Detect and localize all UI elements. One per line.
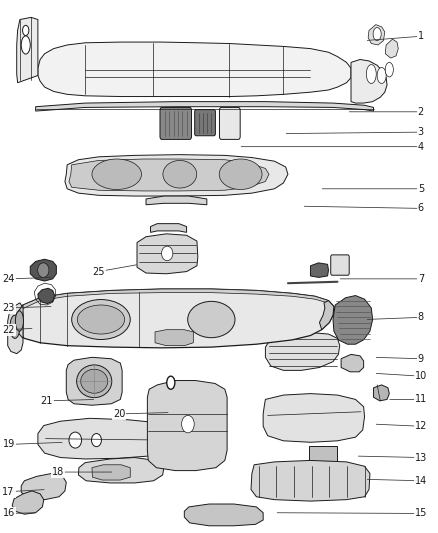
Ellipse shape [373, 28, 381, 41]
Ellipse shape [163, 160, 197, 188]
Ellipse shape [182, 415, 194, 433]
Polygon shape [265, 333, 340, 370]
Text: 17: 17 [3, 487, 15, 497]
Polygon shape [35, 102, 374, 111]
Text: 7: 7 [418, 274, 424, 284]
FancyBboxPatch shape [194, 110, 215, 136]
Ellipse shape [15, 311, 24, 331]
Polygon shape [38, 288, 55, 303]
Ellipse shape [219, 159, 262, 190]
Polygon shape [374, 385, 389, 401]
Polygon shape [38, 42, 351, 96]
Text: 11: 11 [415, 394, 427, 405]
Text: 1: 1 [418, 31, 424, 41]
Ellipse shape [21, 36, 30, 54]
Text: 9: 9 [418, 354, 424, 364]
Text: 6: 6 [418, 204, 424, 213]
Polygon shape [155, 330, 193, 346]
Ellipse shape [162, 246, 173, 261]
Text: 22: 22 [2, 325, 15, 335]
Polygon shape [319, 301, 334, 330]
Ellipse shape [38, 263, 49, 277]
Text: 21: 21 [41, 396, 53, 406]
Ellipse shape [385, 62, 393, 77]
Polygon shape [78, 457, 164, 483]
Text: 24: 24 [3, 274, 15, 284]
FancyBboxPatch shape [160, 108, 191, 140]
Polygon shape [151, 224, 187, 232]
Polygon shape [30, 259, 57, 281]
Text: 14: 14 [415, 476, 427, 486]
Polygon shape [66, 357, 122, 405]
Ellipse shape [167, 376, 175, 389]
Polygon shape [21, 473, 66, 499]
Ellipse shape [92, 159, 141, 190]
Ellipse shape [92, 433, 102, 447]
Ellipse shape [366, 64, 376, 84]
Ellipse shape [188, 301, 235, 338]
Text: 4: 4 [418, 142, 424, 152]
Polygon shape [311, 263, 328, 277]
Ellipse shape [69, 432, 81, 448]
Text: 25: 25 [92, 266, 105, 277]
Polygon shape [385, 39, 398, 58]
Ellipse shape [77, 365, 112, 398]
FancyBboxPatch shape [219, 108, 240, 140]
Polygon shape [333, 296, 373, 344]
Text: 8: 8 [418, 312, 424, 322]
Ellipse shape [78, 305, 125, 334]
Polygon shape [351, 60, 387, 103]
Polygon shape [263, 393, 364, 442]
Polygon shape [8, 303, 23, 354]
Polygon shape [14, 289, 334, 348]
Polygon shape [137, 234, 198, 274]
Polygon shape [92, 465, 130, 480]
Polygon shape [17, 18, 38, 83]
Text: 23: 23 [3, 303, 15, 313]
Polygon shape [184, 504, 263, 526]
Text: 10: 10 [415, 371, 427, 381]
Ellipse shape [377, 68, 386, 84]
Polygon shape [368, 25, 385, 45]
Polygon shape [251, 461, 370, 501]
FancyBboxPatch shape [309, 446, 338, 462]
Text: 18: 18 [52, 467, 64, 477]
Text: 15: 15 [415, 508, 427, 519]
Ellipse shape [10, 315, 20, 338]
Text: 5: 5 [418, 184, 424, 194]
FancyBboxPatch shape [331, 255, 349, 275]
Polygon shape [65, 155, 288, 196]
Ellipse shape [72, 300, 130, 340]
Text: 16: 16 [3, 508, 15, 519]
Polygon shape [69, 159, 269, 191]
Text: 19: 19 [3, 439, 15, 449]
Text: 20: 20 [113, 409, 125, 419]
Text: 12: 12 [415, 421, 427, 431]
Polygon shape [341, 354, 364, 372]
Polygon shape [146, 196, 207, 205]
Text: 3: 3 [418, 127, 424, 137]
Polygon shape [38, 418, 170, 459]
Ellipse shape [81, 369, 108, 393]
Polygon shape [12, 491, 44, 514]
Ellipse shape [23, 26, 29, 36]
Text: 2: 2 [418, 107, 424, 117]
Polygon shape [17, 289, 334, 314]
Polygon shape [14, 305, 23, 338]
Polygon shape [147, 381, 227, 471]
Text: 13: 13 [415, 453, 427, 463]
